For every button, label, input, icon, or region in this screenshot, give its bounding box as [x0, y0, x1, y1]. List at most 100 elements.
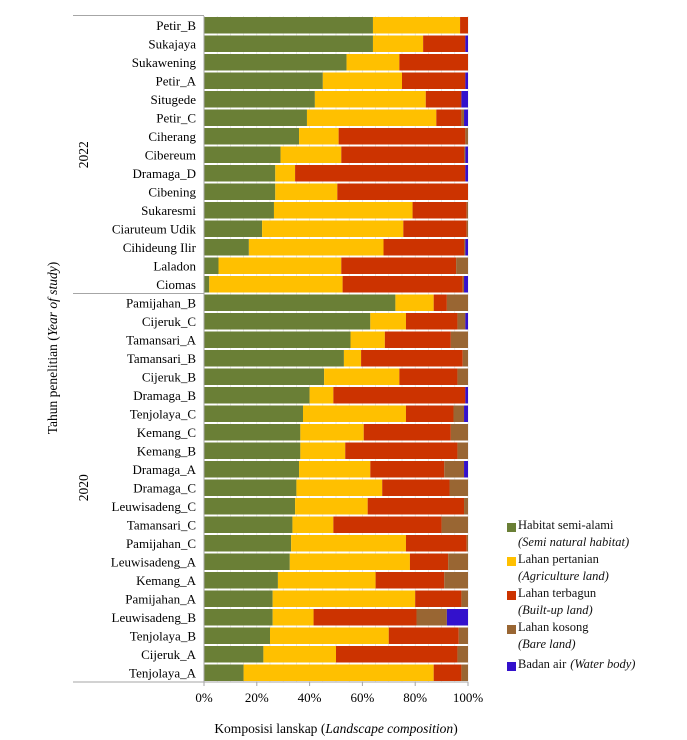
- bar-segment-habitat: [204, 405, 303, 422]
- bar-segment-habitat: [204, 17, 373, 34]
- category-label: Dramaga_D: [132, 166, 196, 181]
- category-label: Ciaruteum Udik: [112, 221, 197, 236]
- x-axis-title: Komposisi lanskap (Landscape composition…: [214, 721, 457, 736]
- bar-segment-built: [345, 442, 458, 459]
- bar-segment-bare: [466, 202, 468, 219]
- bar-segment-bare: [461, 664, 468, 681]
- bar-segment-habitat: [204, 535, 292, 552]
- bar-segment-built: [409, 553, 449, 570]
- bar-segment-water: [465, 35, 468, 52]
- bar-segment-built: [295, 165, 466, 182]
- bar-segment-bare: [448, 553, 468, 570]
- category-label: Petir_B: [156, 18, 196, 33]
- category-label: Dramaga_C: [133, 480, 196, 495]
- category-label: Tenjolaya_B: [130, 628, 197, 643]
- x-axis-title-en: Landscape composition: [324, 721, 453, 736]
- bar-segment-built: [383, 239, 465, 256]
- bar-segment-agri: [292, 516, 334, 533]
- gridlines: [203, 16, 469, 682]
- bar-segment-habitat: [204, 91, 315, 108]
- legend-label: Badan air: [518, 657, 567, 671]
- bar-segment-built: [336, 646, 458, 663]
- bar-segment-agri: [218, 257, 342, 274]
- bar-segment-built: [338, 128, 466, 145]
- category-label: Leuwisadeng_A: [111, 554, 197, 569]
- bar-segment-habitat: [204, 572, 278, 589]
- legend-item-water: Badan air (Water body): [507, 656, 635, 673]
- bar-segment-built: [436, 109, 462, 126]
- bar-segment-bare: [462, 276, 465, 293]
- x-axis: 0% 20% 40% 60% 80% 100%: [73, 16, 483, 705]
- bar-segment-built: [333, 516, 442, 533]
- bar-segment-habitat: [204, 54, 347, 71]
- bar-segment-built: [384, 331, 451, 348]
- bar-segment-habitat: [204, 35, 373, 52]
- x-tick-label: 100%: [453, 690, 484, 705]
- category-label: Laladon: [153, 258, 196, 273]
- x-axis-title-id: Komposisi lanskap: [214, 721, 317, 736]
- bar-segment-bare: [444, 461, 465, 478]
- bar-segment-agri: [324, 368, 400, 385]
- legend-swatch-built: [507, 591, 516, 600]
- bar-segment-habitat: [204, 257, 219, 274]
- bar-segment-built: [388, 627, 459, 644]
- bar-segment-habitat: [204, 368, 325, 385]
- bar-segment-built: [412, 202, 467, 219]
- bar-segment-habitat: [204, 479, 297, 496]
- legend-item-bare: Lahan kosong (Bare land): [507, 619, 635, 653]
- category-label: Kemang_B: [137, 443, 197, 458]
- bar-segment-habitat: [204, 387, 310, 404]
- category-label: Cijeruk_B: [142, 369, 196, 384]
- bar-segment-agri: [314, 91, 426, 108]
- bar-segment-built: [399, 368, 458, 385]
- legend-label-en: (Bare land): [518, 637, 576, 651]
- bar-segment-bare: [464, 498, 468, 515]
- category-label: Sukaresmi: [141, 203, 196, 218]
- legend-label: Lahan kosong: [518, 620, 589, 634]
- legend-label-en: (Water body): [570, 657, 636, 671]
- bar-segment-agri: [272, 609, 314, 626]
- bar-segment-bare: [453, 405, 465, 422]
- x-tick-label: 20%: [245, 690, 269, 705]
- bar-segment-water: [464, 109, 468, 126]
- bar-segment-water: [465, 165, 468, 182]
- category-label: Ciomas: [156, 277, 196, 292]
- bar-segment-agri: [372, 17, 461, 34]
- bar-segment-built: [341, 146, 465, 163]
- bar-segment-built: [313, 609, 417, 626]
- bar-segment-water: [465, 239, 468, 256]
- x-tick-label: 60%: [350, 690, 374, 705]
- bar-segment-built: [375, 572, 445, 589]
- bar-segment-habitat: [204, 627, 270, 644]
- legend-item-agri: Lahan pertanian (Agriculture land): [507, 551, 635, 585]
- bar-segment-bare: [416, 609, 447, 626]
- legend-label: Lahan terbagun: [518, 586, 597, 600]
- legend-label-en: (Built-up land): [518, 603, 593, 617]
- category-labels: Petir_B Sukajaya Sukawening Petir_A Situgede…: [111, 18, 197, 681]
- bar-segment-bare: [461, 109, 465, 126]
- bar-segment-agri: [300, 424, 364, 441]
- category-label: Tamansari_B: [127, 351, 196, 366]
- bar-segment-agri: [303, 405, 406, 422]
- bar-segment-built: [402, 72, 466, 89]
- category-label: Cibening: [148, 184, 196, 199]
- category-label: Sukajaya: [148, 36, 196, 51]
- bar-segment-habitat: [204, 128, 300, 145]
- bar-segment-built: [433, 664, 462, 681]
- category-label: Petir_A: [156, 73, 197, 88]
- bar-segment-built: [382, 479, 450, 496]
- category-label: Sukawening: [132, 55, 197, 70]
- legend-swatch-agri: [507, 557, 516, 566]
- bar-segment-habitat: [204, 331, 351, 348]
- bar-segment-bare: [446, 294, 468, 311]
- bar-segment-agri: [322, 72, 402, 89]
- bar-segment-water: [465, 387, 468, 404]
- category-label: Petir_C: [156, 110, 196, 125]
- group-label-2022: 2022: [76, 141, 91, 168]
- category-label: Tenjolaya_C: [130, 406, 196, 421]
- x-tick-label: 80%: [403, 690, 427, 705]
- category-label: Tamansari_C: [127, 517, 196, 532]
- bar-segment-bare: [461, 590, 468, 607]
- bar-segment-agri: [280, 146, 342, 163]
- bar-segment-agri: [295, 498, 368, 515]
